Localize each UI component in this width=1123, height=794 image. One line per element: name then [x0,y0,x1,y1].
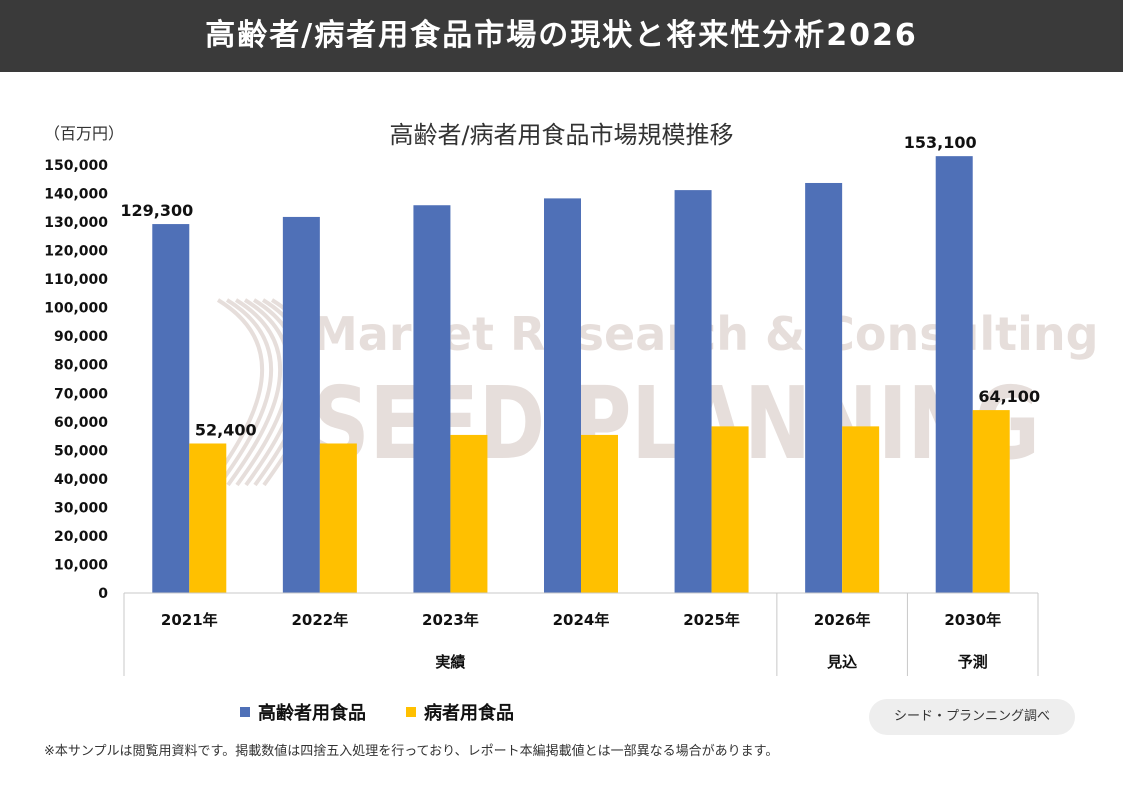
bar-patient [972,410,1010,593]
bar-elderly [805,182,843,593]
legend-swatch-elderly [240,707,250,717]
footnote: ※本サンプルは閲覧用資料です。掲載数値は四捨五入処理を行っており、レポート本編掲… [44,744,779,759]
x-group-label: 実績 [435,653,465,671]
y-axis-unit-label: （百万円） [44,124,125,143]
y-tick-label: 150,000 [44,158,108,174]
data-label: 129,300 [120,201,193,220]
y-tick-label: 140,000 [44,187,108,203]
x-tick-label: 2026年 [814,611,871,629]
data-label: 64,100 [978,387,1040,406]
x-tick-label: 2022年 [291,611,348,629]
bar-patient [450,434,488,593]
y-tick-label: 0 [98,586,108,602]
bar-elderly [674,190,712,594]
x-tick-label: 2024年 [553,611,610,629]
bar-patient [711,426,749,593]
legend-label-elderly: 高齢者用食品 [258,703,366,724]
y-tick-label: 10,000 [54,557,108,573]
y-tick-label: 70,000 [54,386,108,402]
y-tick-label: 20,000 [54,529,108,545]
y-tick-label: 60,000 [54,415,108,431]
watermark-logo-stroke [217,298,274,487]
bar-elderly [152,224,190,593]
bar-patient [319,443,357,593]
data-label: 52,400 [195,420,257,439]
legend-item-patient: 病者用食品 [406,699,514,725]
page-title: 高齢者/病者用食品市場の現状と将来性分析2026 [205,18,918,53]
legend-swatch-patient [406,707,416,717]
header-band [0,0,1123,72]
source-badge: シード・プランニング調べ [869,699,1075,735]
bar-elderly [282,216,320,593]
bar-elderly [413,205,451,593]
bar-patient [189,443,227,593]
bar-elderly [935,156,973,593]
y-tick-label: 80,000 [54,358,108,374]
watermark-logo-mark [208,298,319,487]
data-label: 153,100 [904,133,977,152]
y-tick-label: 130,000 [44,215,108,231]
watermark-logo-stroke [226,298,283,487]
x-tick-label: 2023年 [422,611,479,629]
x-tick-label: 2030年 [944,611,1001,629]
legend-label-patient: 病者用食品 [424,703,514,724]
y-tick-label: 40,000 [54,472,108,488]
legend: 高齢者用食品 病者用食品 [240,698,514,726]
y-tick-label: 90,000 [54,329,108,345]
y-tick-label: 100,000 [44,301,108,317]
x-tick-label: 2021年 [161,611,218,629]
y-tick-label: 30,000 [54,500,108,516]
y-tick-label: 110,000 [44,272,108,288]
bar-elderly [544,198,581,593]
y-tick-label: 50,000 [54,443,108,459]
y-tick-label: 120,000 [44,244,108,260]
bar-patient [842,426,880,593]
x-group-label: 見込 [826,653,857,671]
bar-patient [581,434,618,593]
x-tick-label: 2025年 [683,611,740,629]
legend-item-elderly: 高齢者用食品 [240,699,366,725]
chart-title: 高齢者/病者用食品市場規模推移 [389,121,734,149]
x-group-label: 予測 [958,653,988,671]
